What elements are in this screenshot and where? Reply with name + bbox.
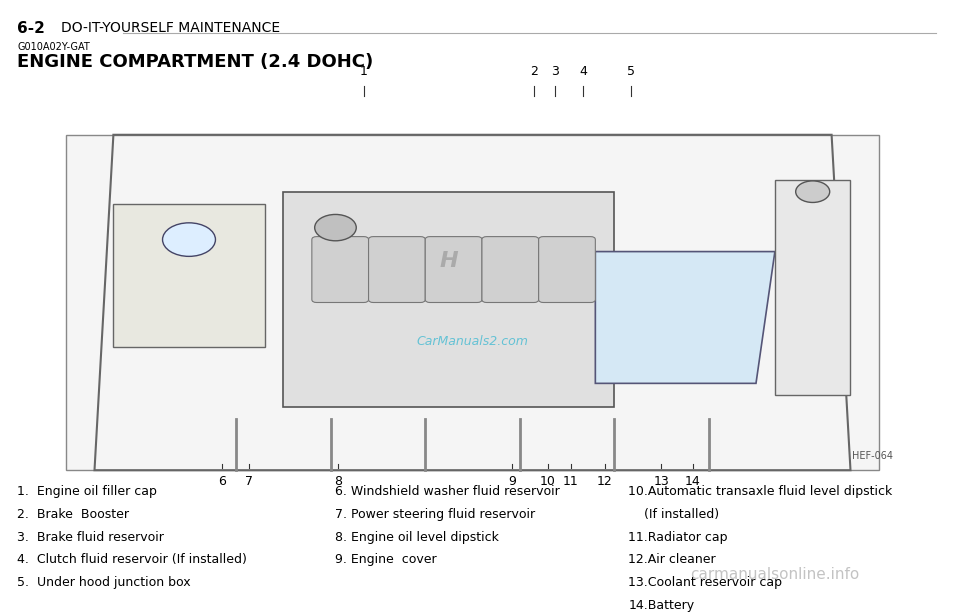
Text: 14.Battery: 14.Battery [629,599,694,612]
Text: 6-2: 6-2 [17,21,45,36]
FancyBboxPatch shape [312,237,369,302]
FancyBboxPatch shape [482,237,539,302]
Text: HEF-064: HEF-064 [852,451,893,461]
Text: G010A02Y-GAT: G010A02Y-GAT [17,42,89,52]
FancyBboxPatch shape [369,237,425,302]
Polygon shape [283,192,614,408]
FancyBboxPatch shape [539,237,595,302]
Polygon shape [595,252,775,383]
Text: 13.Coolant reservoir cap: 13.Coolant reservoir cap [629,577,782,589]
Text: 8: 8 [334,475,343,488]
Circle shape [796,181,829,203]
Text: 11.Radiator cap: 11.Radiator cap [629,531,728,543]
Text: 1: 1 [360,65,368,78]
Text: 6. Windshield washer fluid reservoir: 6. Windshield washer fluid reservoir [335,485,561,498]
Text: 11: 11 [563,475,579,488]
Text: 5: 5 [627,65,636,78]
Text: CarManuals2.com: CarManuals2.com [417,335,528,348]
Circle shape [162,223,215,256]
Text: 9: 9 [508,475,516,488]
Text: 6: 6 [218,475,226,488]
Text: 8. Engine oil level dipstick: 8. Engine oil level dipstick [335,531,499,543]
Text: 5.  Under hood junction box: 5. Under hood junction box [17,577,191,589]
Text: 7. Power steering fluid reservoir: 7. Power steering fluid reservoir [335,508,536,521]
Text: ENGINE COMPARTMENT (2.4 DOHC): ENGINE COMPARTMENT (2.4 DOHC) [17,53,373,71]
Text: 14: 14 [684,475,701,488]
Text: 10: 10 [540,475,556,488]
FancyBboxPatch shape [425,237,482,302]
FancyBboxPatch shape [66,135,878,470]
Polygon shape [775,180,851,395]
Text: 12.Air cleaner: 12.Air cleaner [629,553,716,567]
Text: 13: 13 [654,475,669,488]
Text: 1.  Engine oil filler cap: 1. Engine oil filler cap [17,485,156,498]
Text: 2: 2 [530,65,538,78]
Circle shape [315,214,356,241]
Polygon shape [113,204,265,348]
Text: 10.Automatic transaxle fluid level dipstick: 10.Automatic transaxle fluid level dipst… [629,485,893,498]
Text: 3.  Brake fluid reservoir: 3. Brake fluid reservoir [17,531,164,543]
Text: DO-IT-YOURSELF MAINTENANCE: DO-IT-YOURSELF MAINTENANCE [61,21,280,35]
Text: 4.  Clutch fluid reservoir (If installed): 4. Clutch fluid reservoir (If installed) [17,553,247,567]
Text: 2.  Brake  Booster: 2. Brake Booster [17,508,129,521]
Text: 9. Engine  cover: 9. Engine cover [335,553,437,567]
Text: 12: 12 [597,475,612,488]
Text: 7: 7 [245,475,252,488]
Text: H: H [440,250,458,271]
Text: carmanualsonline.info: carmanualsonline.info [690,567,859,582]
Text: 4: 4 [579,65,587,78]
Text: 3: 3 [551,65,559,78]
Text: (If installed): (If installed) [629,508,720,521]
